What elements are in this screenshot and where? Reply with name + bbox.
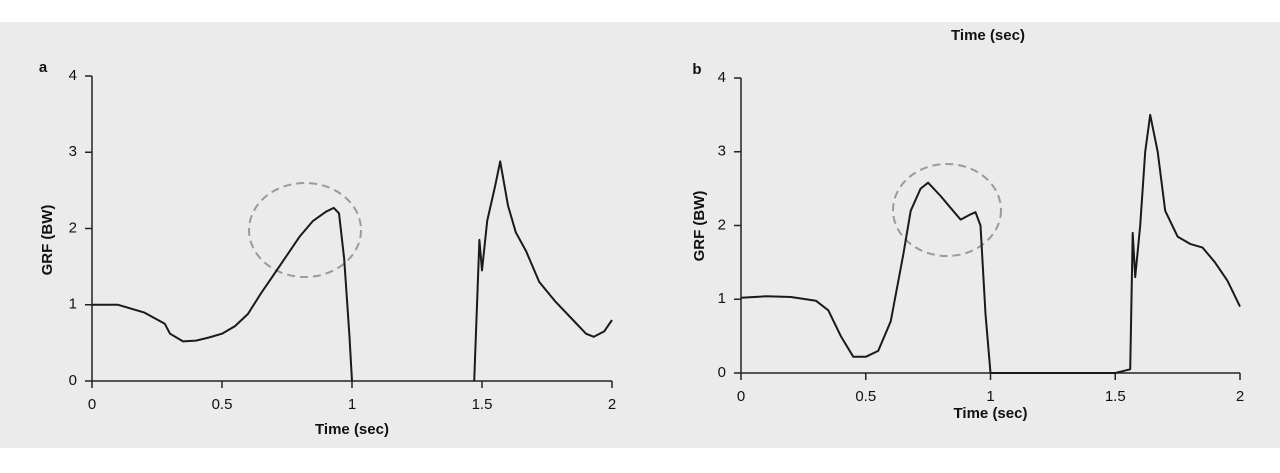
panel-background: [0, 22, 1280, 448]
x-tick-label: 1: [986, 388, 994, 405]
x-axis-title: Time (sec): [315, 421, 389, 438]
y-tick-label: 2: [69, 219, 77, 236]
caption: Time (sec): [951, 27, 1025, 44]
y-tick-label: 0: [69, 372, 77, 389]
panel-label: a: [39, 59, 48, 76]
y-tick-label: 4: [69, 67, 77, 84]
x-tick-label: 0.5: [212, 396, 233, 413]
y-tick-label: 2: [718, 216, 726, 233]
y-tick-label: 0: [718, 364, 726, 381]
x-tick-label: 1: [348, 396, 356, 413]
y-tick-label: 1: [718, 290, 726, 307]
y-tick-label: 3: [69, 143, 77, 160]
panel-label: b: [692, 61, 701, 78]
x-tick-label: 0: [737, 388, 745, 405]
highlight-circle: [248, 182, 362, 278]
data-line: [740, 113, 1241, 374]
x-tick-label: 2: [1236, 388, 1244, 405]
y-axis-title: GRF (BW): [39, 205, 56, 276]
x-tick-label: 1.5: [1105, 388, 1126, 405]
x-tick-label: 1.5: [472, 396, 493, 413]
y-tick-label: 4: [718, 69, 726, 86]
y-tick-label: 3: [718, 143, 726, 160]
highlight-circle: [892, 163, 1002, 257]
x-axis-title: Time (sec): [954, 405, 1028, 422]
y-tick-label: 1: [69, 296, 77, 313]
x-tick-label: 2: [608, 396, 616, 413]
y-axis-title: GRF (BW): [691, 191, 708, 262]
x-tick-label: 0.5: [855, 388, 876, 405]
x-tick-label: 0: [88, 396, 96, 413]
data-line: [92, 160, 613, 382]
